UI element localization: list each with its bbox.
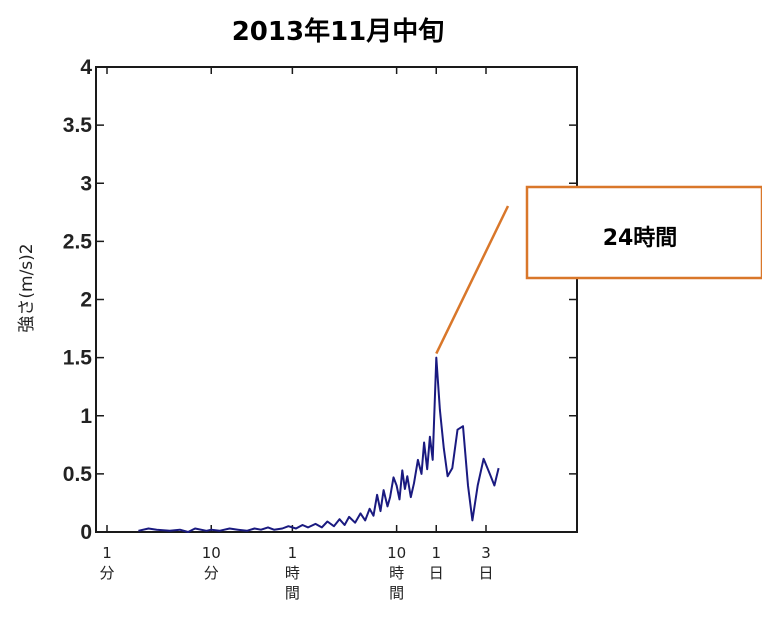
x-tick-label-line: 日 <box>429 564 444 582</box>
plot-frame <box>95 66 578 533</box>
x-tick-label-line: 1 <box>288 544 298 562</box>
x-tick-label-line: 分 <box>204 564 219 582</box>
y-tick-label: 2.5 <box>63 230 93 253</box>
y-axis-label: 強さ(m/s)2 <box>17 243 37 332</box>
x-tick-label-line: 10 <box>387 544 406 562</box>
x-tick-label-line: 3 <box>481 544 491 562</box>
x-tick-label-line: 10 <box>202 544 221 562</box>
x-tick-label-line: 日 <box>478 564 493 582</box>
y-axis: 0 0.5 1 1.5 2 2.5 3 3.5 4 <box>63 56 577 544</box>
chart-title: 2013年11月中旬 <box>232 16 445 47</box>
y-tick-label: 1 <box>80 405 92 428</box>
x-tick-label-line: 時 <box>285 564 300 582</box>
y-tick-label: 1.5 <box>63 347 93 370</box>
y-tick-label: 4 <box>80 56 92 79</box>
series-group <box>138 356 500 533</box>
callout-leader-line <box>435 205 510 355</box>
x-tick-label-line: 間 <box>389 584 404 602</box>
x-tick-label-line: 1 <box>431 544 441 562</box>
y-tick-label: 0.5 <box>63 463 93 486</box>
x-tick-label: 10 分 <box>202 544 221 582</box>
y-tick-label: 3 <box>80 172 92 195</box>
x-tick-label-line: 間 <box>285 584 300 602</box>
callout-box <box>525 185 762 280</box>
x-tick-label: 10 時間 <box>387 544 406 602</box>
x-tick-label-line: 1 <box>102 544 112 562</box>
y-axis-label-text: 強さ(m/s)2 <box>17 243 37 332</box>
y-tick-label: 3.5 <box>63 114 93 137</box>
x-tick-label-line: 時 <box>389 564 404 582</box>
x-tick-label: 1 時間 <box>285 544 300 602</box>
y-tick-label: 0 <box>80 521 92 544</box>
callout-label: 24時間 <box>603 226 678 251</box>
x-tick-label-line: 分 <box>99 564 114 582</box>
series-line <box>138 356 500 533</box>
callout: 24時間 <box>435 185 762 355</box>
y-tick-label: 2 <box>80 289 92 312</box>
